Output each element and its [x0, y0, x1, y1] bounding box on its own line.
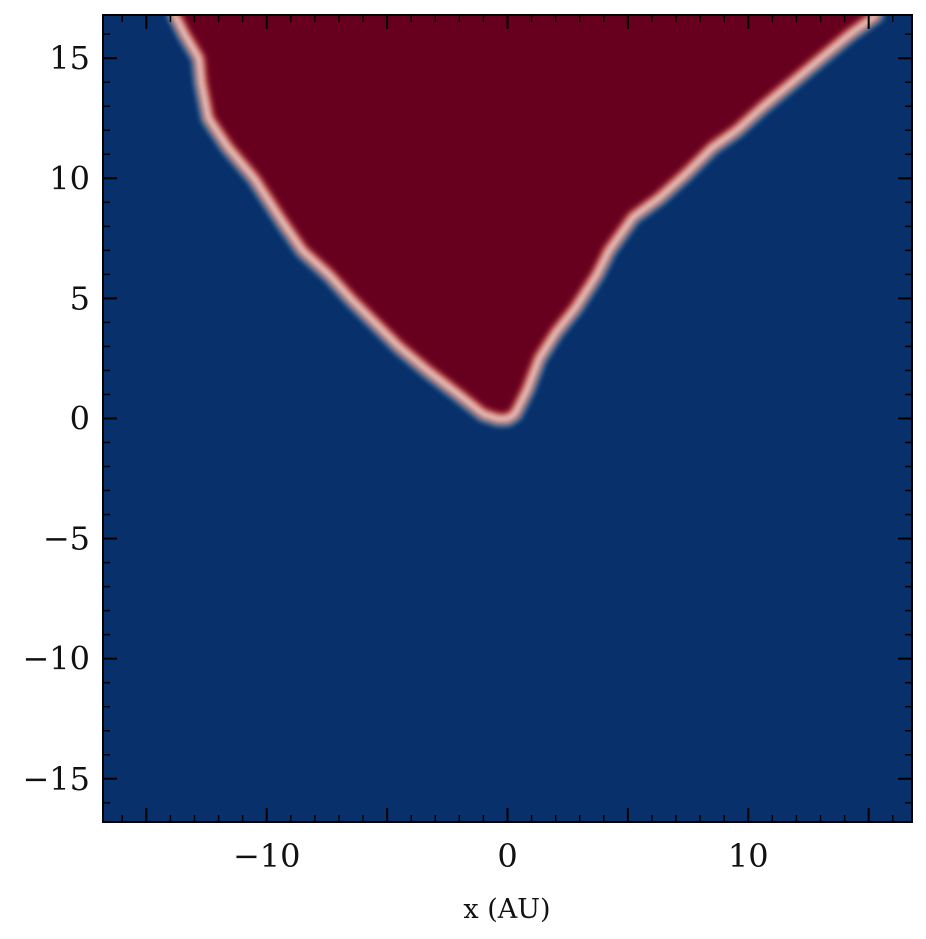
- y-tick-label: −15: [22, 760, 90, 798]
- tick-labels: −10 0 10 15 10 5 0 −5 −10 −15: [22, 39, 768, 875]
- y-tick-label: −5: [43, 520, 90, 558]
- boundary-light-edge: [173, 15, 878, 421]
- x-tick-label: 10: [728, 837, 769, 875]
- y-tick-label: 10: [49, 159, 90, 197]
- x-tick-label: −10: [233, 837, 301, 875]
- y-tick-label: 5: [70, 279, 90, 317]
- plot-frame: [102, 14, 913, 823]
- high-value-region: [175, 15, 876, 419]
- y-tick-label: 0: [70, 400, 90, 438]
- x-axis-label: x (AU): [463, 894, 550, 925]
- axis-ticks: [103, 15, 912, 822]
- x-tick-label: 0: [497, 837, 517, 875]
- y-tick-label: 15: [49, 39, 90, 77]
- y-tick-label: −10: [22, 640, 90, 678]
- plot-area: [103, 15, 912, 822]
